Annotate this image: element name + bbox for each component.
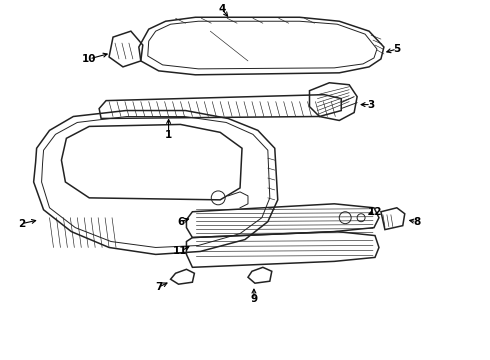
Text: 5: 5 [393,44,400,54]
Text: 12: 12 [368,207,382,217]
Text: 2: 2 [18,219,25,229]
Text: 10: 10 [82,54,97,64]
Text: 4: 4 [219,4,226,14]
Text: 1: 1 [165,130,172,140]
Text: 8: 8 [413,217,420,227]
Text: 3: 3 [368,100,375,109]
Text: 9: 9 [250,294,257,304]
Text: 7: 7 [155,282,162,292]
Text: 6: 6 [177,217,184,227]
Text: 11: 11 [173,247,188,256]
